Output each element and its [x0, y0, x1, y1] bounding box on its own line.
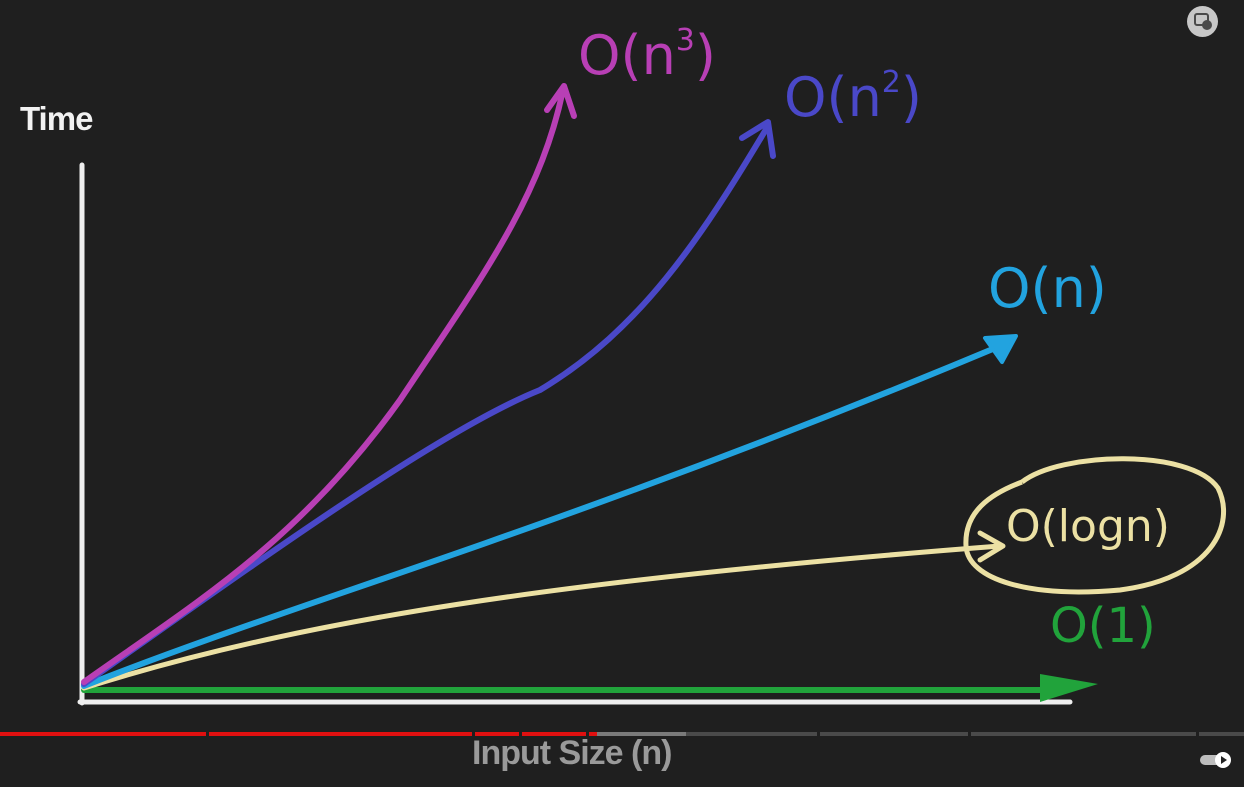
linear-notation-label: O(n): [988, 257, 1107, 320]
play-icon: [1215, 752, 1231, 768]
quadratic-notation-base: O(n: [784, 66, 882, 129]
quadratic-notation-label: O(n2): [784, 68, 922, 125]
cubic-curve: [81, 83, 577, 685]
cubic-notation-exponent: 3: [675, 23, 695, 58]
video-progress-bar[interactable]: [0, 732, 1244, 736]
constant-curve: [81, 674, 1098, 702]
autoplay-toggle[interactable]: [1200, 752, 1234, 768]
quadratic-notation-exponent: 2: [881, 65, 901, 100]
linear-curve: [81, 334, 1018, 689]
logarithmic-curve: [81, 456, 1227, 691]
progress-played-track: [0, 732, 597, 736]
picture-in-picture-icon[interactable]: [1187, 6, 1218, 37]
chapter-gaps: [206, 732, 1199, 736]
logarithmic-notation-label: O(logn): [1006, 501, 1170, 552]
autoplay-track: [1200, 755, 1224, 765]
x-axis-label: Input Size (n): [472, 734, 672, 772]
quadratic-notation-close: ): [900, 66, 922, 129]
constant-notation-label: O(1): [1050, 598, 1156, 654]
cubic-notation-base: O(n: [578, 24, 676, 87]
quadratic-curve: [81, 119, 776, 687]
cubic-notation-close: ): [694, 24, 716, 87]
cubic-notation-label: O(n3): [578, 26, 716, 83]
y-axis-label: Time: [20, 100, 93, 137]
